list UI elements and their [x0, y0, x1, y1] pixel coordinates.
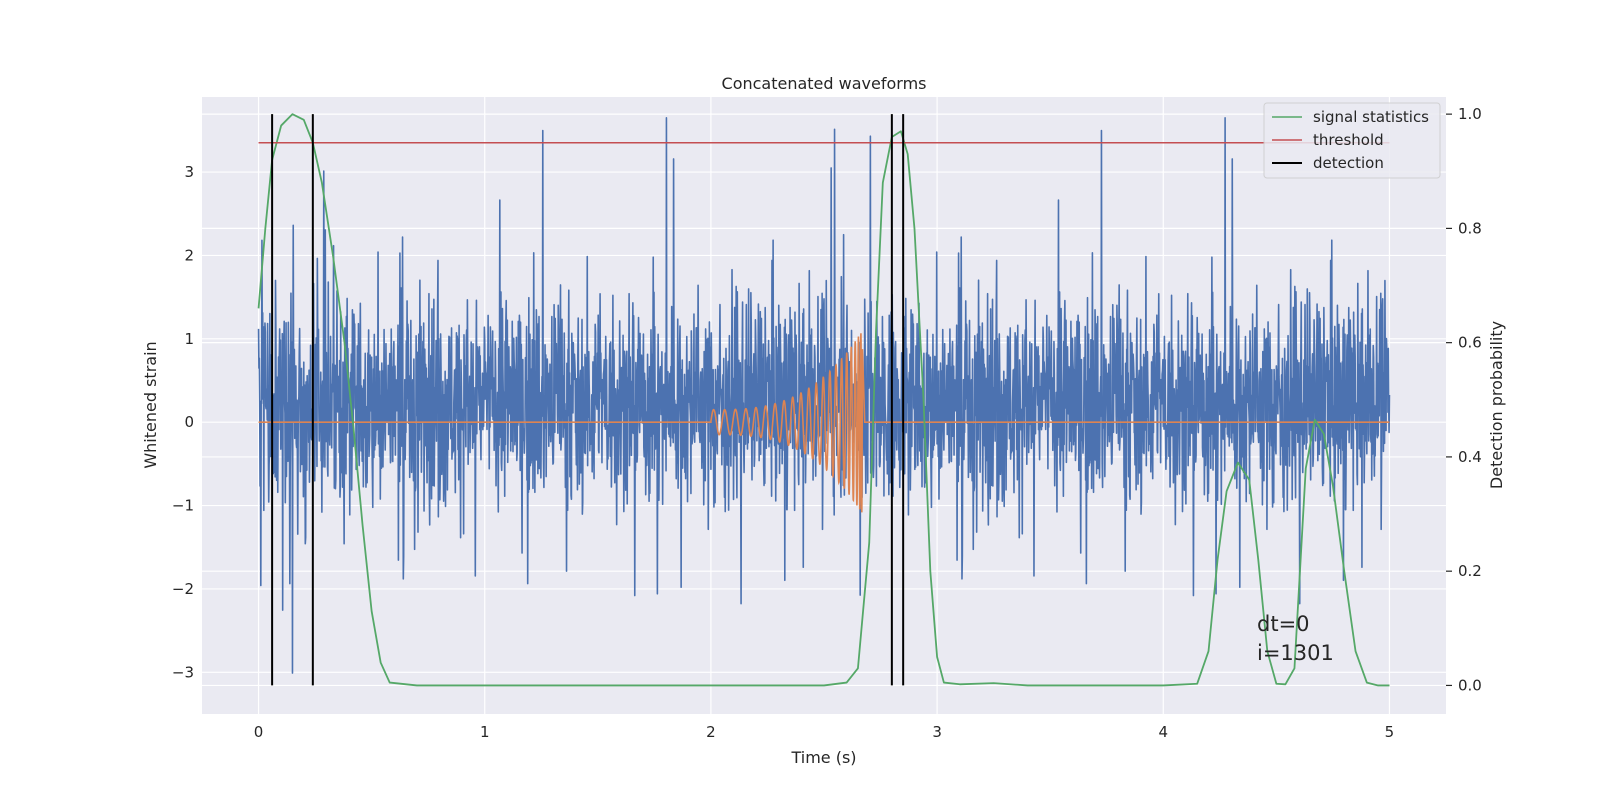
y-tick-label: 2	[184, 246, 194, 264]
y2-tick-label: 0.8	[1458, 219, 1482, 237]
y2-tick-label: 0.0	[1458, 676, 1482, 694]
signal-statistics-series	[257, 113, 1390, 687]
legend: signal statistics threshold detection	[1263, 102, 1441, 179]
y-tick-label: 3	[184, 163, 194, 181]
x-tick-label: 0	[254, 723, 264, 741]
y2-tick-label: 0.6	[1458, 334, 1482, 352]
y-tick-label: −2	[172, 580, 194, 598]
annotation-i: i=1301	[1257, 641, 1334, 665]
x-tick-label: 1	[480, 723, 490, 741]
y-tick-label: −3	[172, 663, 194, 681]
tick-marks-and-labels: 0 1 2 3 4 5 −3 −2 −1 0 1 2 3 0.0 0.2 0.4 0.6 0.8 1.0	[172, 105, 1482, 741]
y2-tick-label: 0.2	[1458, 562, 1482, 580]
template-series	[258, 333, 1390, 513]
strain-line	[257, 117, 1391, 674]
legend-label-detection: detection	[1313, 154, 1384, 172]
chart-title: Concatenated waveforms	[722, 74, 927, 93]
legend-label-signal: signal statistics	[1313, 108, 1429, 126]
y-tick-label: 1	[184, 330, 194, 348]
x-tick-label: 4	[1158, 723, 1168, 741]
x-tick-label: 5	[1385, 723, 1395, 741]
template-line	[258, 333, 1390, 513]
signal-statistics-line	[257, 113, 1390, 687]
legend-label-threshold: threshold	[1313, 131, 1384, 149]
x-tick-label: 3	[932, 723, 942, 741]
annotation-dt: dt=0	[1257, 612, 1310, 636]
x-tick-label: 2	[706, 723, 716, 741]
y-tick-label: 0	[184, 413, 194, 431]
y2-tick-label: 1.0	[1458, 105, 1482, 123]
y2-tick-label: 0.4	[1458, 448, 1482, 466]
legend-box	[1263, 102, 1441, 179]
x-axis-label: Time (s)	[790, 748, 856, 767]
y2-axis-label: Detection probability	[1487, 321, 1506, 489]
strain-series	[257, 117, 1391, 674]
detection-series	[271, 114, 905, 686]
y-tick-label: −1	[172, 497, 194, 515]
y-axis-label: Whitened strain	[141, 341, 160, 468]
